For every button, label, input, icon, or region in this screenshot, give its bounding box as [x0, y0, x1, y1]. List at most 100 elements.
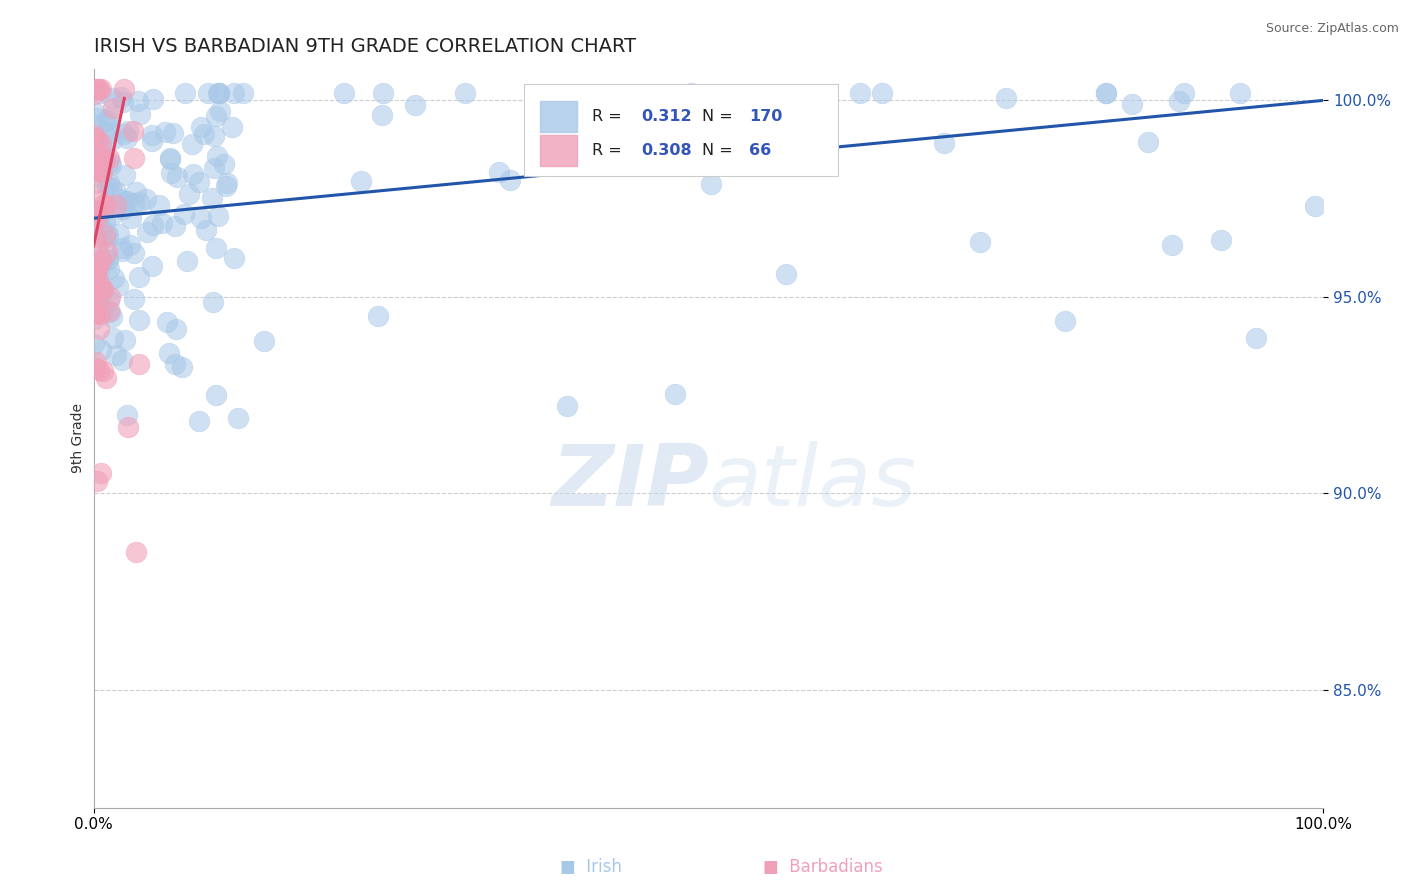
Point — [373, 86, 395, 100]
Point — [128, 195, 150, 210]
Point — [83, 266, 105, 280]
Text: R =: R = — [592, 110, 627, 125]
Point — [190, 120, 212, 134]
Point — [93, 153, 115, 168]
Point — [404, 97, 426, 112]
Point — [86, 81, 108, 95]
Point — [141, 260, 163, 274]
Point — [94, 152, 117, 166]
Point — [589, 142, 612, 156]
Y-axis label: 9th Grade: 9th Grade — [72, 403, 86, 474]
Point — [1161, 238, 1184, 252]
Point — [101, 101, 124, 115]
Point — [97, 252, 120, 267]
Point — [84, 163, 107, 178]
Point — [97, 303, 120, 318]
Text: atlas: atlas — [709, 442, 917, 524]
Text: 170: 170 — [749, 110, 782, 125]
Point — [117, 124, 139, 138]
Point — [87, 294, 110, 309]
Point — [89, 257, 111, 271]
Text: Source: ZipAtlas.com: Source: ZipAtlas.com — [1265, 22, 1399, 36]
Point — [108, 193, 131, 207]
Point — [86, 133, 108, 147]
Point — [125, 186, 148, 200]
Point — [83, 150, 105, 164]
Point — [994, 91, 1017, 105]
Point — [150, 216, 173, 230]
Point — [195, 223, 218, 237]
Point — [208, 86, 231, 100]
Point — [454, 86, 477, 100]
Point — [91, 252, 114, 267]
Point — [90, 343, 112, 358]
Point — [969, 235, 991, 249]
Point — [129, 107, 152, 121]
Point — [89, 154, 111, 169]
Point — [188, 414, 211, 428]
Point — [94, 227, 117, 242]
Point — [90, 165, 112, 179]
Point — [173, 86, 195, 100]
Point — [124, 292, 146, 306]
Point — [84, 299, 107, 313]
Point — [212, 157, 235, 171]
Point — [202, 295, 225, 310]
Point — [84, 268, 107, 282]
Point — [87, 164, 110, 178]
Point — [141, 134, 163, 148]
Point — [90, 253, 112, 268]
Point — [84, 306, 107, 320]
Point — [94, 370, 117, 384]
Point — [89, 81, 111, 95]
Point — [222, 86, 245, 100]
Point — [97, 261, 120, 276]
Point — [1137, 135, 1160, 149]
Point — [142, 218, 165, 232]
Point — [128, 358, 150, 372]
Point — [107, 278, 129, 293]
Point — [100, 158, 122, 172]
Point — [83, 128, 105, 142]
Point — [90, 467, 112, 481]
Point — [91, 202, 114, 217]
Point — [157, 346, 180, 360]
Point — [499, 173, 522, 187]
Point — [122, 124, 145, 138]
Point — [350, 174, 373, 188]
Point — [120, 211, 142, 226]
Point — [83, 312, 105, 326]
Point — [555, 400, 578, 414]
Point — [201, 191, 224, 205]
Point — [84, 81, 107, 95]
Point — [83, 81, 105, 95]
Text: ZIP: ZIP — [551, 442, 709, 524]
Point — [96, 197, 118, 211]
Bar — [540, 102, 576, 133]
Point — [89, 308, 111, 322]
Point — [90, 253, 112, 268]
Point — [1053, 314, 1076, 328]
Point — [104, 348, 127, 362]
Point — [122, 151, 145, 165]
Point — [97, 229, 120, 244]
Point — [84, 106, 107, 120]
Point — [93, 125, 115, 139]
Point — [207, 86, 229, 100]
Point — [209, 104, 232, 119]
Point — [165, 357, 187, 371]
Point — [100, 180, 122, 194]
Point — [84, 306, 107, 320]
Text: 0.312: 0.312 — [641, 110, 692, 125]
Point — [1229, 86, 1251, 100]
Point — [96, 245, 118, 260]
Point — [83, 337, 105, 351]
Point — [127, 94, 149, 108]
Point — [114, 194, 136, 209]
Point — [135, 192, 157, 206]
Point — [83, 285, 105, 299]
Point — [83, 211, 105, 226]
Text: N =: N = — [702, 143, 738, 158]
Point — [101, 331, 124, 345]
Text: ■  Irish: ■ Irish — [560, 858, 621, 876]
